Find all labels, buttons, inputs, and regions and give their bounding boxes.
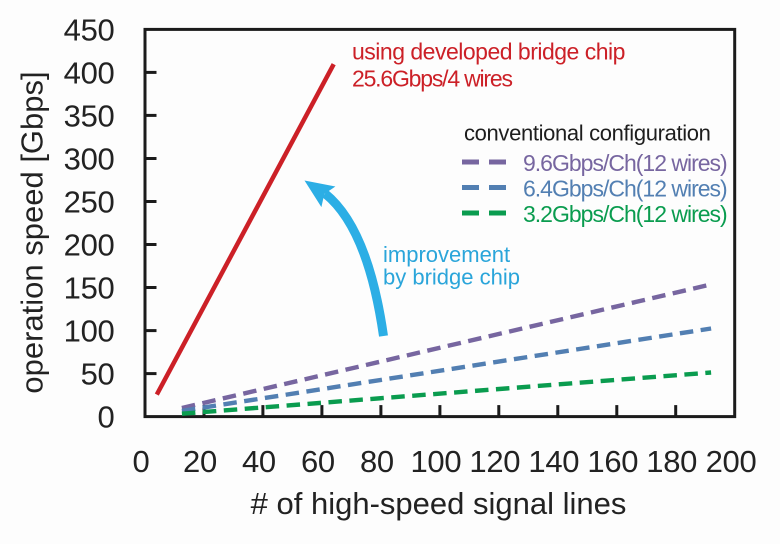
svg-text:0: 0 [98,400,115,435]
svg-text:50: 50 [81,357,115,392]
svg-text:operation speed [Gbps]: operation speed [Gbps] [15,71,50,393]
svg-text:200: 200 [64,227,115,262]
svg-text:40: 40 [242,444,276,479]
svg-text:150: 150 [64,270,115,305]
svg-text:160: 160 [587,444,638,479]
svg-text:80: 80 [360,444,394,479]
svg-text:9.6Gbps/Ch(12 wires): 9.6Gbps/Ch(12 wires) [523,150,727,176]
svg-text:improvement: improvement [383,242,510,267]
svg-text:# of high-speed signal lines: # of high-speed signal lines [251,486,627,521]
svg-text:120: 120 [469,444,520,479]
svg-text:180: 180 [646,444,697,479]
svg-text:200: 200 [706,444,757,479]
svg-text:250: 250 [64,184,115,219]
svg-text:100: 100 [410,444,461,479]
svg-text:20: 20 [183,444,217,479]
svg-text:300: 300 [64,141,115,176]
svg-text:3.2Gbps/Ch(12 wires): 3.2Gbps/Ch(12 wires) [523,201,727,227]
svg-text:60: 60 [301,444,335,479]
svg-text:100: 100 [64,314,115,349]
svg-text:conventional configuration: conventional configuration [464,121,711,146]
svg-text:350: 350 [64,98,115,133]
svg-text:25.6Gbps/4 wires: 25.6Gbps/4 wires [352,66,512,92]
svg-text:6.4Gbps/Ch(12 wires): 6.4Gbps/Ch(12 wires) [523,176,727,202]
svg-text:400: 400 [64,55,115,90]
svg-text:140: 140 [528,444,579,479]
svg-text:0: 0 [133,444,150,479]
svg-text:by bridge chip: by bridge chip [383,265,520,290]
svg-text:450: 450 [64,12,115,47]
svg-text:using developed bridge chip: using developed bridge chip [352,39,625,65]
